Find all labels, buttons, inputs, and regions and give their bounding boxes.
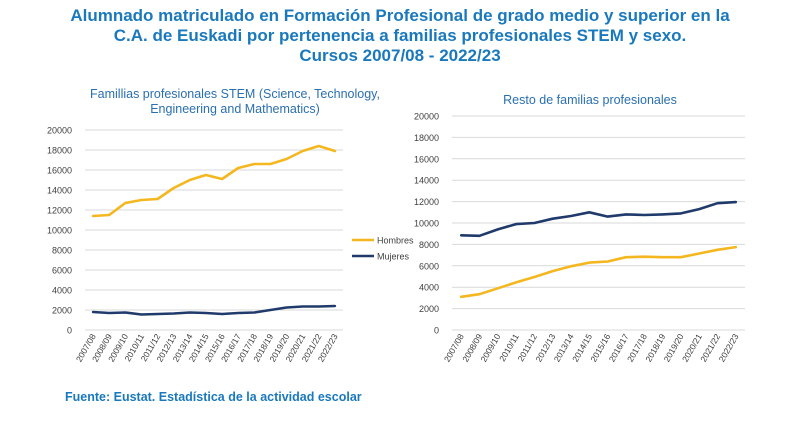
y-tick-label: 20000	[47, 126, 72, 136]
y-tick-label: 8000	[419, 240, 439, 250]
y-tick-label: 10000	[47, 226, 72, 236]
legend-label-hombres: Hombres	[377, 236, 414, 246]
main-title: Alumnado matriculado en Formación Profes…	[0, 6, 800, 66]
chart-1-title: Famillias profesionales STEM (Science, T…	[60, 87, 410, 117]
main-title-line-3: Cursos 2007/08 - 2022/23	[299, 46, 501, 65]
legend: Hombres Mujeres	[352, 236, 414, 262]
series-line-hombres	[459, 245, 738, 299]
legend-label-mujeres: Mujeres	[377, 252, 410, 262]
series-line-hombres	[91, 144, 337, 218]
main-title-line-1: Alumnado matriculado en Formación Profes…	[70, 6, 730, 25]
chart-1: 0 2000 4000 6000 8000 10000 12000 14000 16000 180…	[47, 126, 414, 364]
y-tick-label: 14000	[47, 186, 72, 196]
y-tick-label: 4000	[52, 286, 72, 296]
y-tick-label: 20000	[414, 112, 439, 122]
y-tick-label: 14000	[414, 176, 439, 186]
y-tick-label: 0	[67, 326, 72, 336]
chart-2-title: Resto de familias profesionales	[440, 93, 740, 108]
y-tick-label: 8000	[52, 246, 72, 256]
y-tick-label: 18000	[47, 146, 72, 156]
chart-2-title-line-1: Resto de familias profesionales	[503, 93, 677, 107]
chart-1-title-line-2: Engineering and Mathematics)	[150, 102, 320, 116]
chart-1-title-line-1: Famillias profesionales STEM (Science, T…	[90, 87, 380, 101]
chart-2: 0 2000 4000 6000 8000 10000 12000 14000 16000 180…	[414, 112, 745, 364]
y-tick-label: 12000	[47, 206, 72, 216]
y-tick-label: 2000	[52, 306, 72, 316]
y-tick-label: 4000	[419, 283, 439, 293]
source-note: Fuente: Eustat. Estadística de la activi…	[65, 390, 362, 404]
y-tick-label: 16000	[47, 166, 72, 176]
y-tick-label: 2000	[419, 304, 439, 314]
series-line-mujeres	[459, 200, 738, 238]
series-line-mujeres	[91, 304, 337, 316]
main-title-line-2: C.A. de Euskadi por pertenencia a famili…	[113, 26, 687, 45]
y-tick-label: 18000	[414, 133, 439, 143]
y-tick-label: 6000	[419, 261, 439, 271]
y-tick-label: 0	[434, 326, 439, 336]
y-tick-label: 10000	[414, 219, 439, 229]
y-tick-label: 12000	[414, 197, 439, 207]
y-tick-label: 16000	[414, 154, 439, 164]
y-tick-label: 6000	[52, 266, 72, 276]
